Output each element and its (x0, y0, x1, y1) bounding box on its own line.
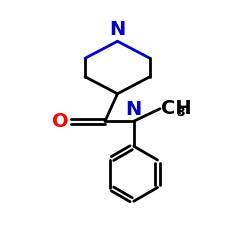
Text: N: N (110, 20, 126, 39)
Text: N: N (126, 100, 142, 119)
Text: 3: 3 (176, 106, 185, 119)
Text: CH: CH (161, 99, 192, 118)
Text: O: O (52, 112, 68, 131)
